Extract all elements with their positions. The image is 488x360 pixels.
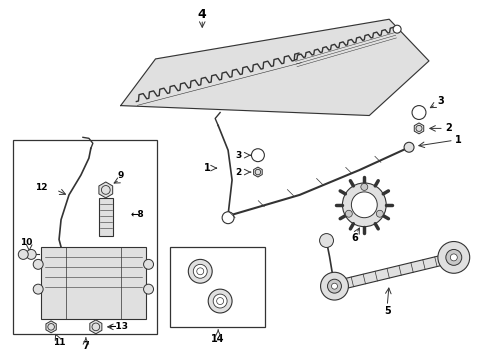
Circle shape	[319, 234, 333, 247]
Text: 3: 3	[437, 96, 443, 105]
Polygon shape	[46, 321, 56, 333]
Circle shape	[143, 260, 153, 269]
Polygon shape	[413, 123, 423, 134]
Polygon shape	[253, 167, 262, 177]
Text: 11: 11	[53, 338, 65, 347]
Text: 12: 12	[35, 184, 47, 193]
Polygon shape	[90, 320, 102, 334]
Circle shape	[143, 284, 153, 294]
Polygon shape	[121, 19, 428, 116]
Circle shape	[376, 210, 383, 217]
Circle shape	[18, 249, 28, 260]
Text: 1: 1	[203, 163, 210, 173]
Text: 6: 6	[350, 233, 357, 243]
Text: 14: 14	[211, 334, 224, 344]
Circle shape	[342, 183, 386, 227]
Circle shape	[213, 294, 226, 308]
Text: 1: 1	[454, 135, 461, 145]
Circle shape	[208, 289, 232, 313]
Polygon shape	[333, 253, 454, 291]
Circle shape	[33, 284, 43, 294]
Text: 5: 5	[383, 306, 390, 316]
Text: ←13: ←13	[108, 322, 128, 331]
Circle shape	[449, 254, 456, 261]
Circle shape	[392, 25, 400, 33]
Bar	[99, 198, 113, 235]
Text: 9: 9	[117, 171, 123, 180]
Bar	[13, 140, 157, 334]
Circle shape	[345, 210, 351, 217]
Bar	[170, 247, 264, 327]
Circle shape	[320, 272, 347, 300]
Circle shape	[445, 249, 461, 265]
Text: ←8: ←8	[130, 210, 144, 219]
Circle shape	[403, 142, 413, 152]
Circle shape	[33, 260, 43, 269]
Circle shape	[437, 242, 469, 273]
Circle shape	[331, 283, 337, 289]
Circle shape	[193, 264, 207, 278]
Text: 3: 3	[234, 151, 241, 160]
Polygon shape	[99, 182, 112, 198]
Circle shape	[188, 260, 212, 283]
Text: 4: 4	[198, 8, 206, 21]
Circle shape	[351, 192, 376, 218]
Circle shape	[360, 184, 367, 190]
Text: 2: 2	[234, 167, 241, 176]
Circle shape	[327, 279, 341, 293]
Text: 2: 2	[445, 123, 451, 134]
Text: 7: 7	[82, 341, 89, 351]
Circle shape	[26, 249, 36, 260]
Text: 10: 10	[20, 238, 32, 247]
Bar	[41, 247, 145, 319]
Circle shape	[222, 212, 234, 224]
